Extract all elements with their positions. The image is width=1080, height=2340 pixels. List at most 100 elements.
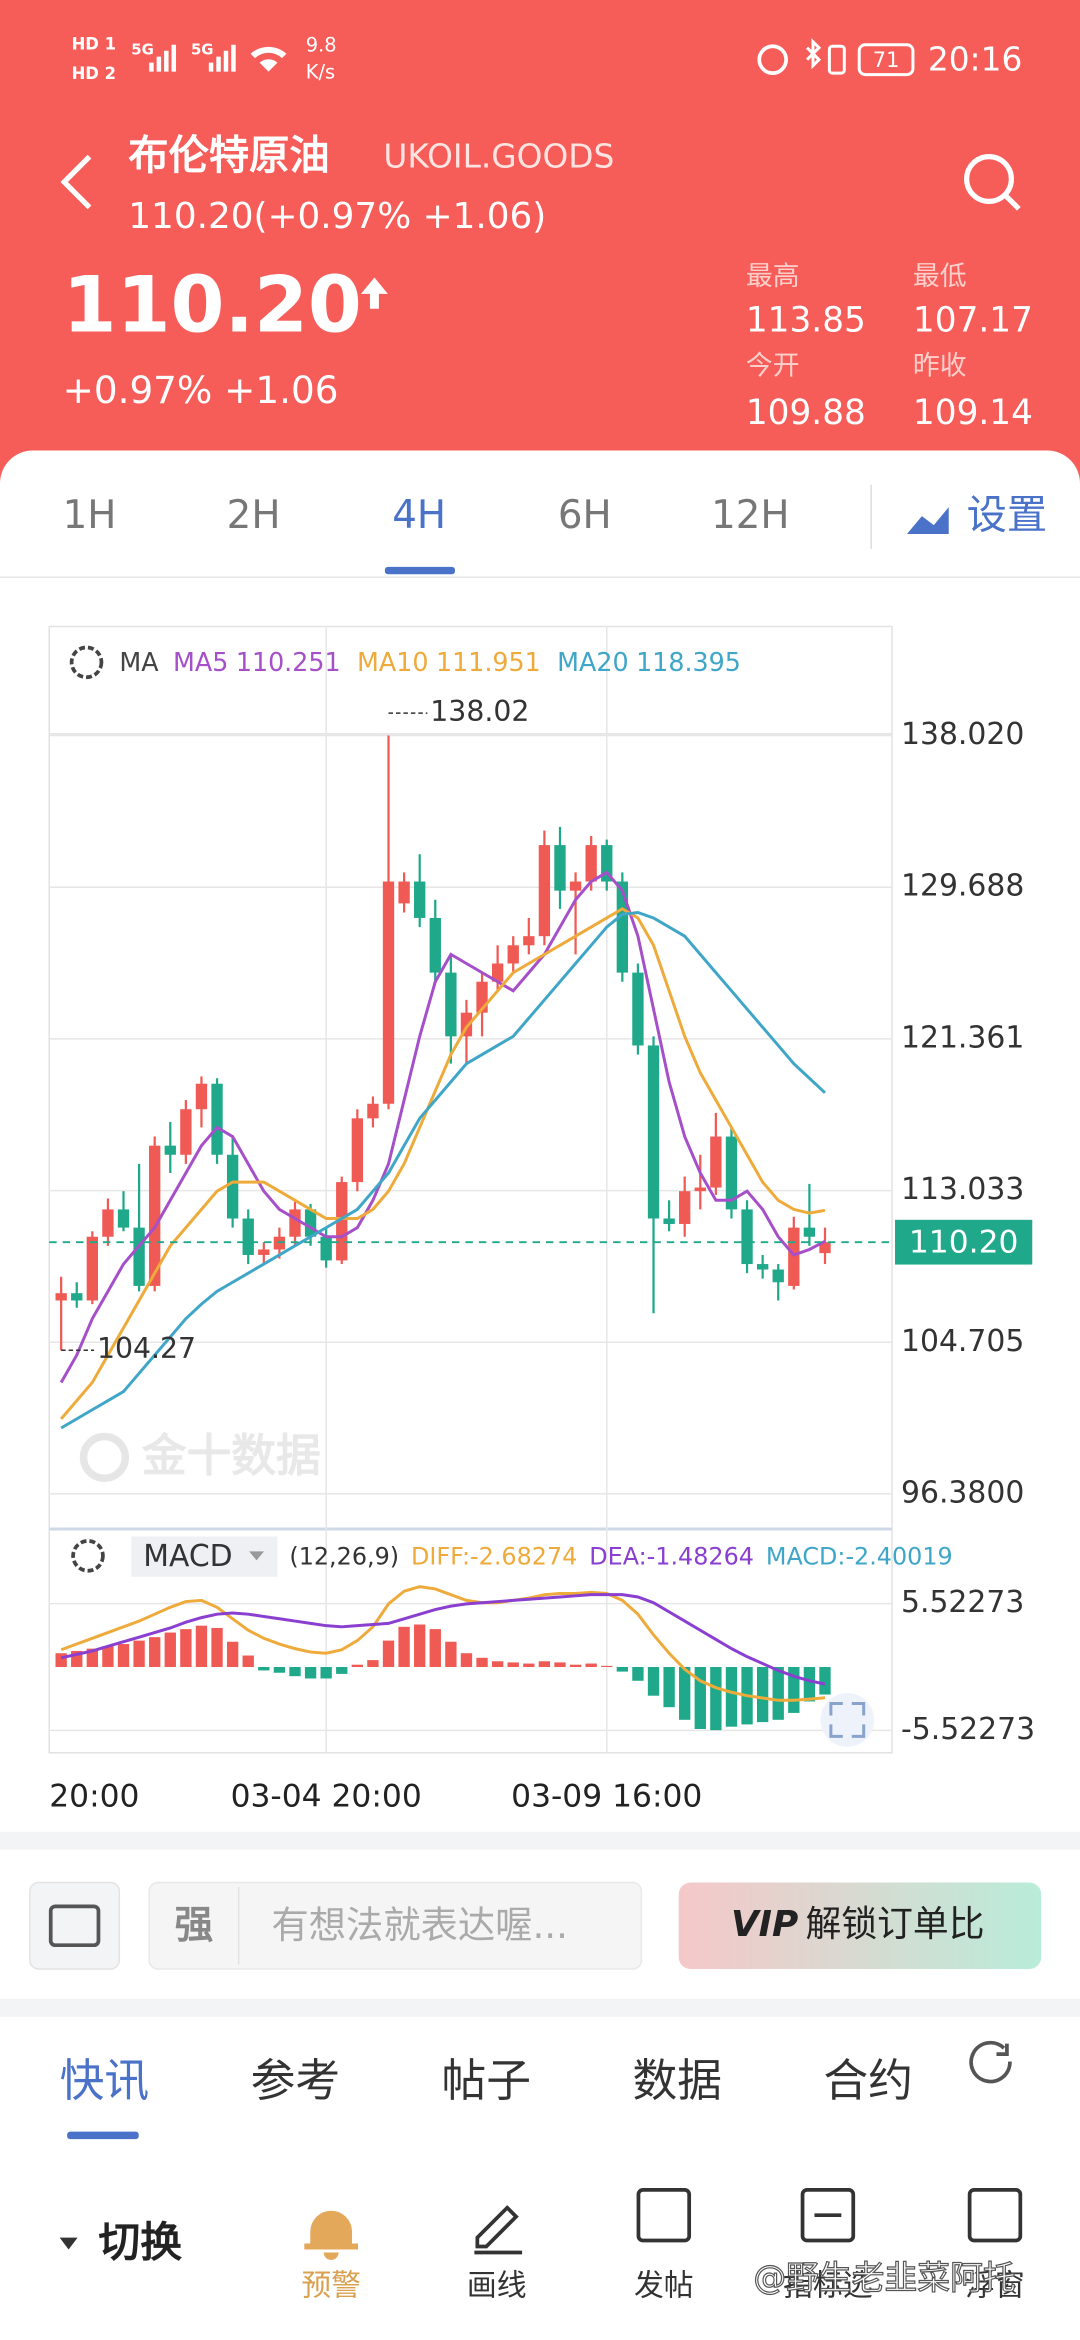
battery-level: 71	[873, 48, 900, 72]
candle-body	[632, 972, 644, 1046]
ma-settings-icon[interactable]	[69, 645, 104, 680]
chart-frame	[48, 625, 893, 1754]
draw-icon	[474, 2205, 523, 2255]
up-arrow	[360, 277, 388, 309]
macd-bar	[102, 1646, 114, 1667]
refresh-button[interactable]	[969, 2040, 1012, 2084]
macd-bar	[289, 1666, 301, 1677]
macd-bar	[803, 1666, 816, 1702]
toolbar-item[interactable]: 预警	[301, 2268, 361, 2303]
news-tab[interactable]: 数据	[632, 2054, 722, 2107]
macd-legend: (12,26,9) DIFF:-2.68274 DEA:-1.48264 MACD:-…	[289, 1542, 952, 1570]
macd-bar	[538, 1661, 551, 1667]
period-tab-active[interactable]: 4H	[392, 493, 446, 538]
toolbar: 预警 画线 发帖 指标选 浮窗	[301, 2268, 1024, 2303]
candle-body	[803, 1227, 816, 1237]
card-button[interactable]	[29, 1881, 121, 1970]
price: 110.20	[63, 261, 362, 351]
alert-icon	[304, 2210, 359, 2260]
toolbar-item[interactable]: 浮窗	[965, 2268, 1025, 2303]
news-tab[interactable]: 参考	[251, 2054, 341, 2107]
stat-label: 昨收	[913, 350, 967, 381]
stat-value: 109.88	[746, 393, 866, 433]
candle-body	[741, 1209, 753, 1265]
ma-legend: MA5 110.251 MA10 111.951 MA20 118.395	[173, 647, 741, 677]
news-tab[interactable]: 帖子	[442, 2054, 532, 2107]
macd-settings-icon[interactable]	[71, 1539, 105, 1573]
sim: HD 1	[72, 34, 116, 53]
fullscreen-button[interactable]	[820, 1693, 875, 1747]
spacer	[0, 1831, 1080, 1850]
candle-body	[585, 845, 597, 882]
status-bar: HD 1 HD 2 5G 5G 9.8 K/s 71 20:16	[72, 34, 1023, 84]
toolbar-item[interactable]: 指标选	[783, 2268, 872, 2303]
toolbar-item[interactable]: 发帖	[634, 2268, 694, 2303]
period-tab[interactable]: 12H	[711, 493, 789, 538]
macd-bar	[491, 1661, 504, 1667]
macd-bar	[117, 1644, 130, 1667]
macd-bar	[554, 1662, 566, 1667]
search-button[interactable]	[964, 154, 1021, 211]
wifi-icon	[250, 46, 287, 72]
quote: 110.20(+0.97% +1.06)	[128, 196, 546, 237]
change: +0.97% +1.06	[63, 368, 339, 412]
sim: HD 2	[72, 64, 116, 83]
candle-body	[336, 1182, 348, 1261]
back-button[interactable]	[60, 154, 92, 210]
stat-value: 107.17	[913, 301, 1033, 341]
macd-bar	[616, 1666, 629, 1672]
macd-bar	[133, 1640, 145, 1667]
candle-body	[569, 881, 582, 891]
period-tab[interactable]: 2H	[227, 493, 281, 538]
last-price-label: 110.20	[909, 1225, 1019, 1261]
news-tab[interactable]: 合约	[823, 2054, 913, 2107]
instrument-name: 布伦特原油	[128, 133, 329, 179]
candle-body	[491, 963, 504, 982]
indicator-icon	[800, 2187, 856, 2243]
time: 20:16	[928, 41, 1023, 79]
macd-bar	[460, 1653, 473, 1667]
candle-body	[414, 881, 426, 918]
comment-input[interactable]	[148, 1881, 643, 1970]
candle-body	[616, 881, 629, 973]
period-tab[interactable]: 6H	[558, 493, 612, 538]
macd-bar	[398, 1626, 410, 1667]
vibrate-icon	[827, 44, 846, 75]
candle-body	[382, 881, 395, 1104]
stat-label: 最低	[913, 261, 967, 292]
toolbar-item[interactable]: 画线	[467, 2268, 527, 2303]
candle-body	[149, 1145, 161, 1286]
macd-bar	[304, 1666, 317, 1679]
candle-body	[554, 845, 566, 891]
period-tabs: 1H 2H 4H 6H 12H	[63, 493, 790, 538]
settings-button[interactable]: 设置	[967, 493, 1048, 539]
indicator-select[interactable]	[131, 1536, 278, 1577]
candle-body	[258, 1249, 270, 1255]
candle-body	[273, 1236, 286, 1250]
stat-value: 109.14	[913, 393, 1033, 433]
search-icon	[1003, 193, 1021, 211]
y-tick-label: -5.52273	[901, 1712, 1035, 1747]
news-tab-indicator	[67, 2131, 139, 2140]
dropdown-icon	[249, 1551, 265, 1561]
macd-bar	[414, 1624, 426, 1667]
switch-button[interactable]: 切换	[98, 2218, 182, 2267]
vip-button-label: 解锁订单比	[806, 1904, 985, 1945]
period-tab[interactable]: 1H	[63, 493, 117, 538]
switch-icon	[59, 2237, 78, 2250]
macd-bar	[242, 1655, 254, 1667]
news-tabs: 快讯 参考 帖子 数据 合约	[60, 2054, 913, 2107]
candle-body	[164, 1145, 176, 1155]
chart-watermark: 金十数据	[79, 1429, 321, 1483]
macd-bar	[86, 1648, 99, 1667]
speed-unit: K/s	[306, 61, 335, 84]
macd-bar	[694, 1666, 706, 1729]
fullscreen-icon	[829, 1702, 866, 1738]
candle-body	[320, 1236, 332, 1261]
news-tab-active[interactable]: 快讯	[60, 2054, 150, 2107]
macd-bar	[725, 1666, 738, 1727]
macd-bar	[382, 1640, 395, 1667]
ma-value: 110.251	[236, 647, 341, 677]
macd-bar	[476, 1657, 488, 1667]
vip-button[interactable]	[678, 1882, 1042, 1970]
